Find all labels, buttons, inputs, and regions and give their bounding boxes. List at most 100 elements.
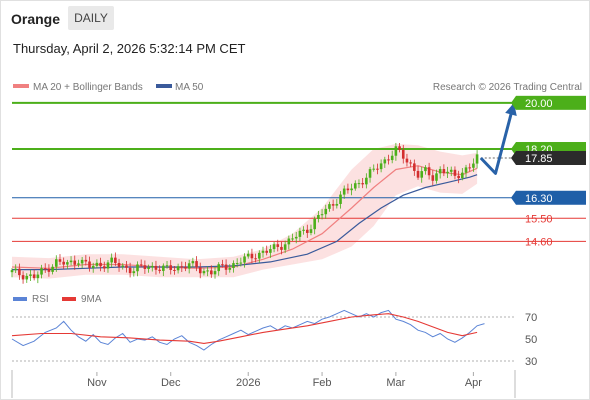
x-tick-label-Mar: Mar bbox=[386, 377, 405, 389]
rsi-legend-label: RSI bbox=[32, 294, 49, 305]
forecast-arrow bbox=[479, 102, 516, 175]
candle-body bbox=[342, 188, 346, 195]
candle-body bbox=[305, 229, 309, 233]
candle-body bbox=[77, 263, 80, 265]
candles bbox=[10, 142, 479, 284]
candle-body bbox=[224, 264, 228, 270]
candle-body bbox=[287, 238, 291, 245]
candle-body bbox=[95, 262, 99, 266]
level-tag-pointer bbox=[511, 142, 516, 157]
candle-body bbox=[376, 168, 379, 170]
candle-body bbox=[73, 260, 77, 265]
level-tag-text: 17.85 bbox=[525, 153, 553, 165]
candle-body bbox=[58, 259, 62, 262]
period-button[interactable]: DAILY bbox=[68, 6, 114, 30]
ma50-line bbox=[12, 174, 478, 271]
candle-body bbox=[427, 167, 431, 176]
candle-body bbox=[232, 263, 235, 268]
candle-body bbox=[184, 266, 187, 269]
candle-body bbox=[51, 266, 54, 272]
candle-body bbox=[313, 218, 316, 230]
level-label-14.60: 14.60 bbox=[525, 236, 553, 248]
candle-body bbox=[176, 266, 180, 271]
candle-body bbox=[217, 264, 221, 272]
candle-body bbox=[346, 188, 350, 191]
candle-body bbox=[25, 275, 29, 280]
candle-body bbox=[328, 204, 331, 209]
candle-body bbox=[191, 261, 195, 264]
candle-body bbox=[91, 265, 95, 268]
candle-body bbox=[258, 252, 261, 259]
candle-body bbox=[438, 169, 442, 174]
candle-body bbox=[320, 214, 324, 216]
candle-body bbox=[405, 158, 409, 163]
level-tag-20.00: 20.00 bbox=[511, 95, 586, 110]
level-tag-bg bbox=[516, 150, 586, 165]
candle-body bbox=[206, 270, 209, 272]
candle-body bbox=[475, 154, 479, 164]
candle-body bbox=[150, 265, 154, 268]
candle-body bbox=[114, 257, 117, 263]
candle-body bbox=[158, 269, 161, 271]
candle-body bbox=[147, 267, 150, 269]
legend: MA 20 + Bollinger Bands MA 50 Research © 2… bbox=[13, 82, 582, 93]
candle-body bbox=[272, 244, 276, 250]
ma50-legend-label: MA 50 bbox=[175, 82, 204, 93]
rsi-ma-legend-label: 9MA bbox=[81, 294, 102, 305]
candle-body bbox=[21, 275, 25, 280]
candle-body bbox=[309, 229, 313, 233]
candle-body bbox=[14, 268, 17, 271]
rsi-tick-50: 50 bbox=[525, 334, 537, 346]
candle-body bbox=[143, 265, 147, 269]
candle-body bbox=[243, 256, 246, 263]
candle-body bbox=[36, 274, 40, 279]
candle-body bbox=[180, 266, 184, 268]
candle-body bbox=[18, 268, 21, 276]
level-tag-pointer bbox=[511, 190, 516, 205]
candle-body bbox=[398, 146, 401, 150]
candle-body bbox=[210, 270, 213, 275]
level-tag-bg bbox=[516, 190, 586, 205]
candle-body bbox=[298, 230, 302, 237]
candle-body bbox=[379, 163, 383, 170]
candle-body bbox=[88, 261, 91, 268]
x-tick-label-Dec: Dec bbox=[161, 377, 181, 389]
ma20-legend-swatch bbox=[13, 84, 29, 88]
candle-body bbox=[269, 249, 272, 253]
candle-body bbox=[461, 172, 464, 179]
candle-body bbox=[331, 204, 335, 206]
candle-body bbox=[472, 163, 475, 168]
rsi-ma-legend-swatch bbox=[62, 297, 76, 301]
level-tag-pointer bbox=[511, 150, 516, 165]
candle-body bbox=[54, 259, 58, 267]
candle-body bbox=[353, 183, 357, 189]
rsi-legend: RSI 9MA bbox=[13, 294, 102, 305]
rsi-legend-swatch bbox=[13, 297, 27, 301]
candle-body bbox=[265, 250, 268, 253]
candle-body bbox=[420, 171, 424, 178]
candle-body bbox=[468, 167, 472, 169]
rsi-line bbox=[11, 309, 485, 351]
candle-body bbox=[239, 262, 243, 264]
candle-body bbox=[32, 274, 36, 279]
level-tag-16.30: 16.30 bbox=[511, 190, 586, 205]
candle-body bbox=[139, 264, 143, 266]
level-tag-text: 20.00 bbox=[525, 98, 553, 110]
candle-body bbox=[365, 177, 368, 185]
candle-body bbox=[431, 175, 435, 181]
candle-body bbox=[424, 167, 427, 172]
candle-body bbox=[361, 183, 364, 185]
candle-body bbox=[250, 253, 254, 259]
candle-body bbox=[169, 265, 173, 270]
level-tag-bg bbox=[516, 95, 586, 110]
x-tick-label-Nov: Nov bbox=[87, 377, 107, 389]
candle-body bbox=[110, 257, 113, 263]
candle-body bbox=[350, 188, 353, 191]
candle-body bbox=[202, 271, 206, 274]
candle-body bbox=[390, 155, 394, 161]
x-tick-label-Feb: Feb bbox=[313, 377, 332, 389]
candle-body bbox=[283, 244, 287, 250]
candle-body bbox=[102, 266, 106, 269]
rsi-ma-line bbox=[11, 313, 478, 344]
candle-body bbox=[29, 274, 32, 276]
